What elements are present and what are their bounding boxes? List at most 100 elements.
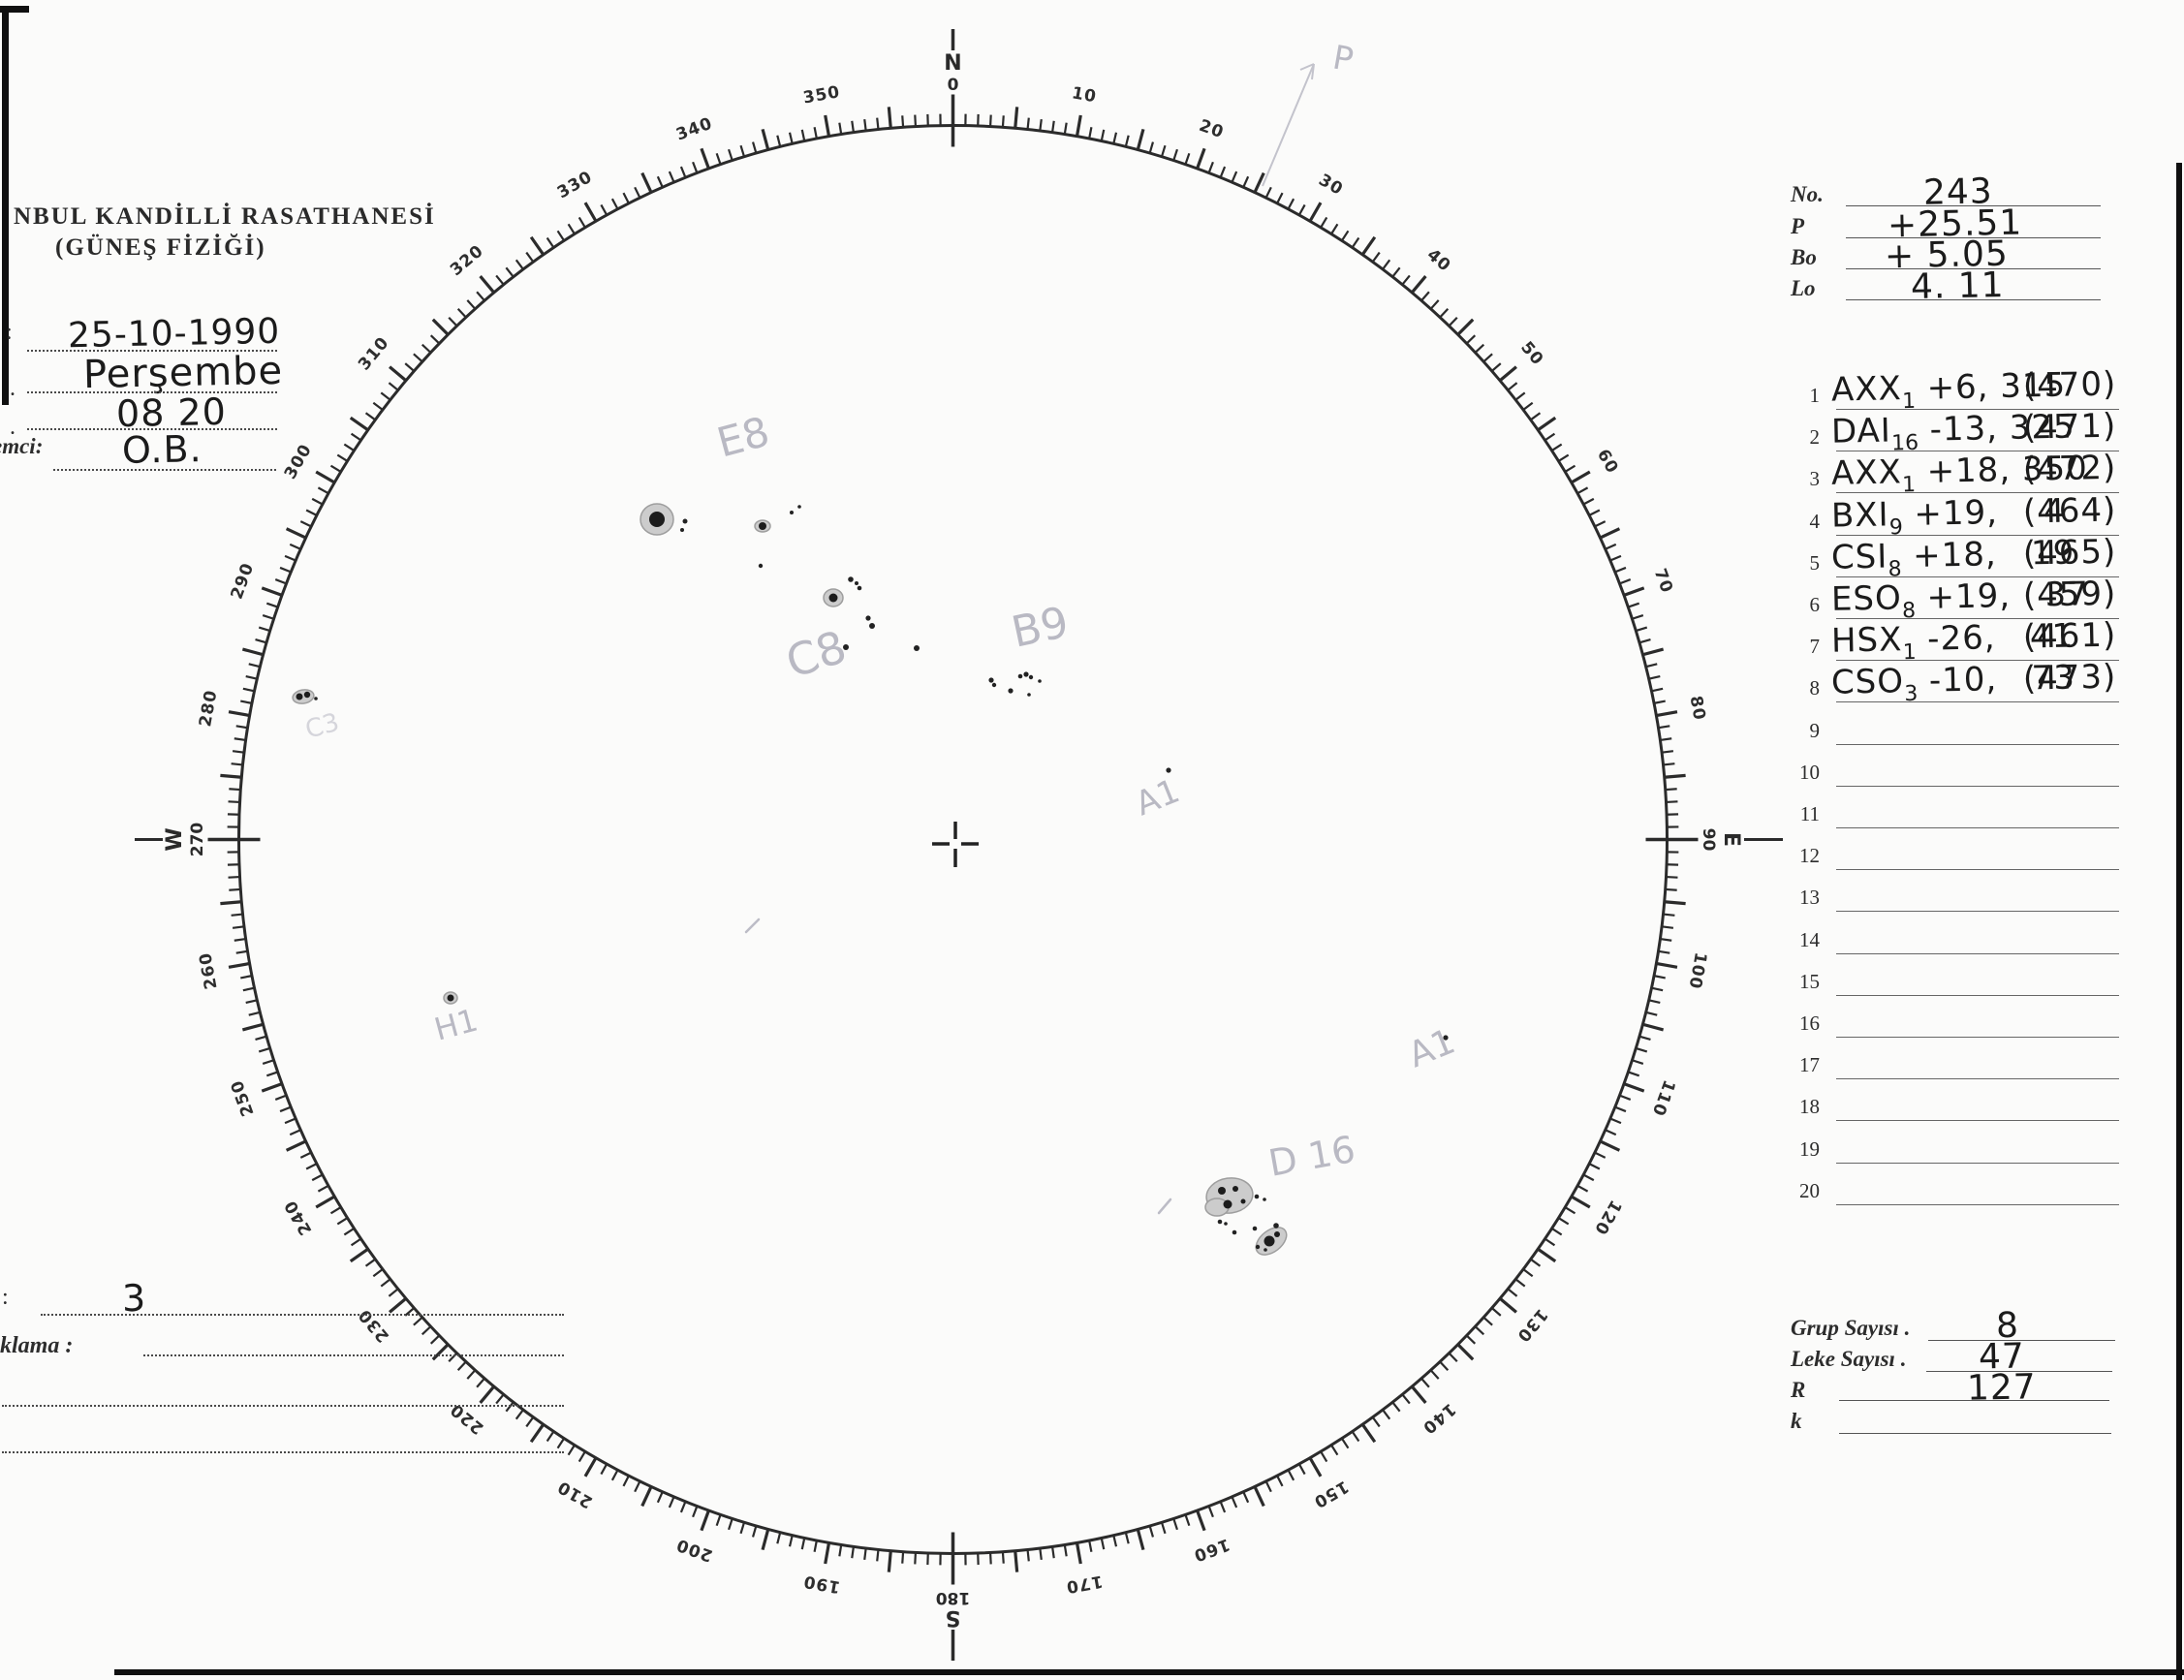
sunspot-penumbrae [292, 503, 1288, 1256]
group-code: HSX [1830, 620, 1903, 661]
group-row-number: 14 [1799, 927, 1820, 951]
pencil-arrow [1262, 63, 1315, 187]
group-row-number: 10 [1799, 760, 1820, 784]
group-row-line [1836, 492, 2119, 494]
sunspot-dot [843, 644, 849, 650]
group-code: BXI [1830, 495, 1890, 536]
degree-label-10: 10 [1071, 83, 1099, 107]
north-degree-label: 0 [948, 76, 959, 95]
group-row-line [1836, 743, 2119, 745]
group-row-line [1836, 660, 2119, 662]
solar-limb-circle [237, 124, 1669, 1555]
pencil-label-C8: C8 [780, 620, 853, 688]
degree-label-60: 60 [1593, 446, 1622, 477]
degree-label-170: 170 [1064, 1571, 1104, 1596]
sunspot-dot [1017, 673, 1023, 679]
west-degree-label: 270 [188, 823, 207, 857]
group-serial: (461) [2022, 615, 2117, 657]
sunspot-dot [848, 576, 854, 582]
scan-border-left [2, 8, 9, 405]
count-field-label: : [2, 1285, 9, 1310]
sunspot-dot [1443, 1035, 1449, 1041]
p-field-label: P [1791, 214, 1805, 238]
degree-label-30: 30 [1315, 171, 1346, 200]
sunspot-umbra [828, 593, 838, 603]
sunspot-dot [857, 585, 862, 591]
group-list-row: 8 CSO3 -10, 73 (473) [1794, 658, 2143, 707]
sunspot-penumbra [292, 689, 315, 704]
group-row-number: 12 [1799, 844, 1820, 868]
group-row-line [1836, 952, 2119, 954]
degree-ticks [207, 94, 1699, 1585]
scan-border-bottom [114, 1669, 2184, 1675]
day-value: Perşembe [82, 348, 284, 398]
r-number-line [1839, 1400, 2109, 1401]
group-row-line [1836, 994, 2119, 996]
sunspot-dot [1273, 1223, 1279, 1229]
date-field-label: : [6, 320, 13, 345]
sunspot-dot [1008, 688, 1014, 694]
group-row-line [1836, 827, 2119, 828]
note-field-line [143, 1354, 564, 1356]
group-serial: (464) [2022, 490, 2117, 532]
totals-row: R 127 [1791, 1367, 2139, 1411]
r-number-label: R [1791, 1378, 1806, 1402]
degree-label-70: 70 [1650, 566, 1677, 596]
degree-label-140: 140 [1419, 1399, 1459, 1438]
sunspot-dot [790, 511, 794, 514]
group-row-line [1836, 1120, 2119, 1122]
pencil-label-E8: E8 [712, 408, 774, 467]
disk-center-cross [932, 822, 979, 867]
group-code: CSI [1830, 537, 1888, 577]
group-row-number: 13 [1799, 886, 1820, 910]
sunspot-dot [1166, 767, 1171, 773]
degree-label-110: 110 [1647, 1077, 1678, 1119]
pencil-label-H1: H1 [430, 1002, 482, 1048]
degree-label-40: 40 [1423, 245, 1455, 276]
group-code-subscript: 3 [1904, 682, 1919, 707]
group-list-row: 13 [1794, 872, 2143, 917]
degree-label-160: 160 [1191, 1534, 1232, 1565]
sunspot-umbra [1223, 1199, 1232, 1209]
degree-label-20: 20 [1197, 116, 1227, 143]
group-row-number: 4 [1809, 509, 1821, 533]
sunspot-dot [1023, 671, 1029, 677]
degree-label-340: 340 [673, 114, 715, 145]
scan-border-right [2176, 163, 2182, 1680]
sunspot-dot [991, 682, 997, 688]
group-row-number: 7 [1809, 635, 1821, 659]
sunspot-dot [1252, 1226, 1258, 1231]
pencil-stroke [744, 918, 761, 934]
sunspot-umbra [1240, 1198, 1246, 1204]
group-list-row: 17 [1794, 1040, 2143, 1084]
sunspot-umbra [447, 994, 454, 1002]
p-field-line [1846, 237, 2101, 238]
sunspot-dot [865, 615, 871, 621]
group-list-row: 14 [1794, 915, 2143, 959]
bo-field-line [1846, 268, 2101, 269]
sunspot-dot [1217, 1219, 1223, 1225]
degree-label-150: 150 [1310, 1477, 1352, 1512]
spot-count-label: Leke Sayısı . [1791, 1347, 1907, 1371]
group-row-line [1836, 1037, 2119, 1038]
sunspot-dot [758, 563, 764, 569]
group-list-row: 3 AXX1 +18, 350 (472) [1794, 449, 2143, 498]
degree-label-300: 300 [281, 441, 317, 482]
sunspot-umbra [759, 522, 766, 530]
sunspot-dot [1027, 693, 1031, 697]
group-serial: (472) [2022, 449, 2117, 490]
pencil-label-A1: A1 [1130, 771, 1185, 824]
degree-label-80: 80 [1686, 695, 1709, 723]
group-row-number: 18 [1799, 1095, 1820, 1119]
sunspot-dots [314, 505, 1449, 1252]
group-list-row: 18 [1794, 1081, 2143, 1126]
sunspot-dot [1028, 674, 1034, 680]
group-list-row: 15 [1794, 956, 2143, 1001]
observer-field-line [53, 469, 276, 471]
no-field-line [1846, 205, 2101, 206]
pencil-label-B9: B9 [1008, 598, 1074, 658]
group-row-number: 6 [1809, 593, 1821, 616]
bo-field-label: Bo [1791, 245, 1817, 269]
degree-label-320: 320 [447, 241, 487, 280]
